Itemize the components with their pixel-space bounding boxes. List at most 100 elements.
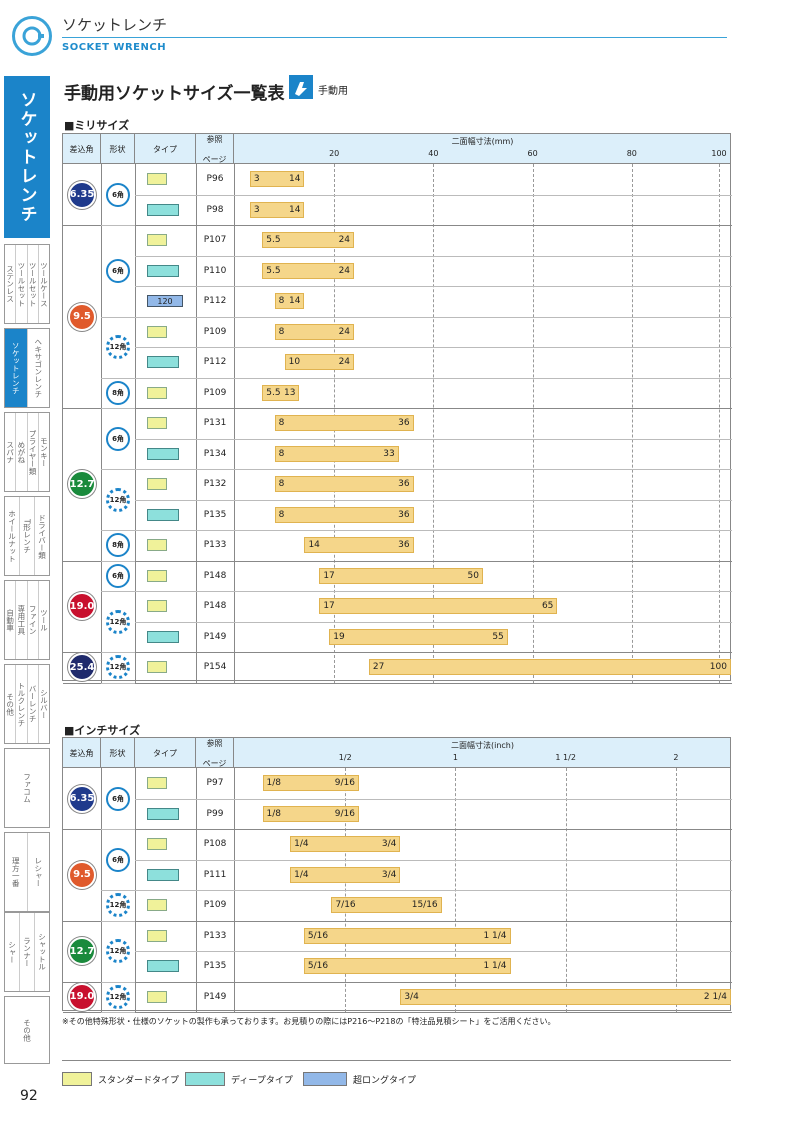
sidebar-tab-group[interactable]: ステンレス ツールセット ツールセット ツールケース — [4, 244, 50, 324]
ref-page[interactable]: P111 — [203, 869, 227, 880]
ref-page[interactable]: P98 — [206, 204, 224, 215]
ref-page[interactable]: P112 — [203, 357, 227, 368]
sidebar-tab-label[interactable]: トルクレンチ — [15, 665, 26, 743]
ref-page[interactable]: P109 — [203, 387, 227, 398]
sidebar-tab-label[interactable]: T形レンチ — [19, 497, 34, 575]
sidebar-tab-label[interactable]: めがね — [15, 413, 26, 491]
row-divider — [135, 255, 732, 257]
sidebar-tab-label[interactable]: ソケットレンチ — [5, 329, 27, 407]
ref-page[interactable]: P109 — [203, 326, 227, 337]
sidebar-tab-group[interactable]: その他 トルクレンチ バーレンチ シルバー — [4, 664, 50, 744]
sidebar-tab-group[interactable]: ソケットレンチ ヘキサゴンレンチ — [4, 328, 50, 408]
ref-page[interactable]: P149 — [203, 631, 227, 642]
sidebar-tab-label[interactable]: シャットル — [34, 913, 49, 991]
sidebar-tab-label[interactable]: ヘキサゴンレンチ — [26, 329, 50, 407]
ref-page[interactable]: P134 — [203, 448, 227, 459]
sidebar-tab-group[interactable]: ファコム — [4, 748, 50, 828]
sidebar-tab-label[interactable]: シャー — [7, 940, 17, 964]
sidebar-active-tab[interactable]: ソケットレンチ — [4, 76, 50, 238]
range-from: 5/16 — [307, 961, 329, 972]
range-from: 1/4 — [294, 839, 309, 850]
sidebar-tab-label[interactable]: レシャー — [26, 833, 50, 911]
sidebar-tab-label[interactable]: 自動車 — [5, 608, 15, 632]
ref-page[interactable]: P132 — [203, 479, 227, 490]
deep-type-icon — [147, 356, 179, 369]
std-type-icon — [147, 173, 167, 186]
sidebar-tab-group[interactable]: その他 — [4, 996, 50, 1064]
ref-page[interactable]: P131 — [203, 418, 227, 429]
drive-size-badge: 6.35 — [68, 784, 96, 813]
sidebar-tab-group[interactable]: スパナ めがね プライヤー類 モンキー — [4, 412, 50, 492]
ref-page[interactable]: P154 — [203, 662, 227, 673]
row-divider — [135, 469, 732, 470]
ref-page[interactable]: P99 — [206, 808, 224, 819]
range-from: 10 — [288, 357, 301, 368]
size-range-bar: 19 55 — [329, 628, 508, 645]
std-type-icon — [147, 386, 167, 399]
column-divider — [196, 164, 197, 683]
sidebar-tab-label[interactable]: モンキー — [37, 413, 49, 491]
sidebar-tab-label[interactable]: ファコム — [22, 773, 32, 803]
range-to: 24 — [338, 326, 351, 337]
size-range-bar: 17 65 — [319, 598, 558, 615]
hex-shape-icon: 6角 — [106, 182, 130, 207]
range-to: 3/4 — [381, 869, 397, 880]
sidebar-tab-label[interactable]: その他 — [5, 692, 15, 716]
size-range-bar: 5/16 1 1/4 — [303, 927, 511, 944]
shape-divider — [101, 890, 135, 891]
sidebar-tab-group[interactable]: 理方一番 レシャー — [4, 832, 50, 912]
ref-page[interactable]: P148 — [203, 601, 227, 612]
ref-page[interactable]: P96 — [206, 174, 224, 185]
deep-type-icon — [147, 264, 179, 277]
header-col1: 差込角 — [63, 134, 101, 164]
ref-page[interactable]: P133 — [203, 540, 227, 551]
sidebar-tab-label[interactable]: プライヤー類 — [26, 413, 38, 491]
grid-line — [719, 164, 720, 683]
shape-divider — [101, 530, 135, 531]
deep-type-icon — [147, 868, 179, 881]
ref-page[interactable]: P135 — [203, 509, 227, 520]
sidebar-tab-label[interactable]: ファイン — [26, 581, 38, 659]
range-from: 1/8 — [266, 808, 282, 819]
size-range-bar: 8 33 — [274, 445, 399, 462]
sidebar-tab-group[interactable]: シャー ランナー シャットル — [4, 912, 50, 992]
ref-page[interactable]: P133 — [203, 930, 227, 941]
sidebar-tab-label[interactable]: シルバー — [37, 665, 49, 743]
hex-shape-icon: 6角 — [106, 426, 130, 451]
sidebar-tab-label[interactable]: ランナー — [19, 913, 34, 991]
octa-shape-icon: 8角 — [106, 380, 130, 405]
sidebar-tab-label[interactable]: ツールケース — [37, 245, 49, 323]
ref-page[interactable]: P108 — [203, 839, 227, 850]
sidebar-tab-label[interactable]: ツールセット — [26, 245, 38, 323]
sidebar-tab-label[interactable]: 理方一番 — [11, 857, 21, 887]
header-ref-a: 参照 — [206, 134, 223, 144]
sidebar-tab-label[interactable]: ドライバー類 — [34, 497, 49, 575]
shape-divider — [101, 591, 135, 592]
range-to: 13 — [284, 387, 296, 398]
range-from: 17 — [323, 570, 335, 581]
sidebar-tab-group[interactable]: ホイールナット T形レンチ ドライバー類 — [4, 496, 50, 576]
legend-deep: ディープタイプ — [185, 1072, 293, 1086]
ref-page[interactable]: P97 — [206, 778, 224, 789]
ref-page[interactable]: P107 — [203, 235, 227, 246]
size-range-bar: 5.5 24 — [262, 232, 355, 249]
ref-page[interactable]: P149 — [203, 991, 227, 1002]
sidebar-tab-label[interactable]: ツールセット — [15, 245, 26, 323]
size-range-bar: 1/4 3/4 — [290, 836, 401, 853]
sidebar-tab-label[interactable]: ホイールナット — [7, 509, 17, 563]
ref-page[interactable]: P135 — [203, 961, 227, 972]
sidebar-tab-label[interactable]: バーレンチ — [26, 665, 38, 743]
hex-shape-icon: 6角 — [106, 563, 130, 588]
sidebar-tab-label[interactable]: ツール — [37, 581, 49, 659]
ref-page[interactable]: P112 — [203, 296, 227, 307]
sidebar-tab-label[interactable]: その他 — [22, 1018, 32, 1042]
ref-page[interactable]: P110 — [203, 265, 227, 276]
sidebar-tab-label[interactable]: 専用工具 — [15, 581, 26, 659]
sidebar-tab-group[interactable]: 自動車 専用工具 ファイン ツール — [4, 580, 50, 660]
sidebar-tab-label[interactable]: ステンレス — [5, 265, 15, 303]
hex-shape-icon: 6角 — [106, 847, 130, 872]
sidebar-tab-label[interactable]: スパナ — [5, 440, 15, 464]
ref-page[interactable]: P148 — [203, 570, 227, 581]
range-to: 1 1/4 — [483, 961, 507, 972]
ref-page[interactable]: P109 — [203, 900, 227, 911]
